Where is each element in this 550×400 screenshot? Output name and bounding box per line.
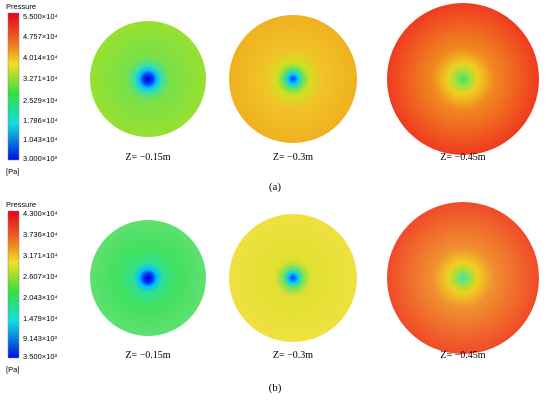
caption: (a) xyxy=(269,181,282,193)
slice-label: Z= −0.15m xyxy=(125,152,170,163)
legend-unit: [Pa] xyxy=(6,365,19,374)
colorbar-tick: 2.043×10⁴ xyxy=(23,293,58,302)
colorbar-tick: 4.757×10⁴ xyxy=(23,32,58,41)
colorbar xyxy=(7,210,20,359)
contour xyxy=(229,214,357,342)
contour xyxy=(387,202,539,354)
caption: (b) xyxy=(269,382,282,394)
slice-label: Z= −0.3m xyxy=(273,152,313,163)
legend-title: Pressure xyxy=(6,200,36,209)
legend-title: Pressure xyxy=(6,2,36,11)
slice-label: Z= −0.3m xyxy=(273,350,313,361)
colorbar-tick: 2.607×10⁴ xyxy=(23,272,58,281)
contour xyxy=(387,3,539,155)
colorbar-tick: 9.143×10³ xyxy=(23,334,57,343)
slice-label: Z= −0.45m xyxy=(440,152,485,163)
colorbar-tick: 4.300×10⁴ xyxy=(23,209,58,218)
colorbar-tick: 1.786×10⁴ xyxy=(23,116,58,125)
colorbar-tick: 4.014×10⁴ xyxy=(23,53,58,62)
colorbar-tick: 3.000×10³ xyxy=(23,154,57,163)
contour xyxy=(229,15,357,143)
panel: Pressure 5.500×10⁴ 4.757×10⁴ 4.014×10⁴ 3… xyxy=(6,2,539,193)
slice-label: Z= −0.15m xyxy=(125,350,170,361)
colorbar-tick: 5.500×10⁴ xyxy=(23,12,58,21)
colorbar xyxy=(7,12,20,161)
colorbar-tick: 3.171×10⁴ xyxy=(23,251,58,260)
contour xyxy=(90,220,206,336)
colorbar-tick: 2.529×10⁴ xyxy=(23,96,58,105)
legend-unit: [Pa] xyxy=(6,167,19,176)
panel: Pressure 4.300×10⁴ 3.736×10⁴ 3.171×10⁴ 2… xyxy=(6,200,539,394)
colorbar-tick: 1.479×10⁴ xyxy=(23,314,58,323)
colorbar-tick: 3.736×10⁴ xyxy=(23,230,58,239)
slice-label: Z= −0.45m xyxy=(440,350,485,361)
colorbar-tick: 1.043×10⁴ xyxy=(23,135,58,144)
colorbar-tick: 3.271×10⁴ xyxy=(23,74,58,83)
contour xyxy=(90,21,206,137)
colorbar-tick: 3.500×10³ xyxy=(23,352,57,361)
